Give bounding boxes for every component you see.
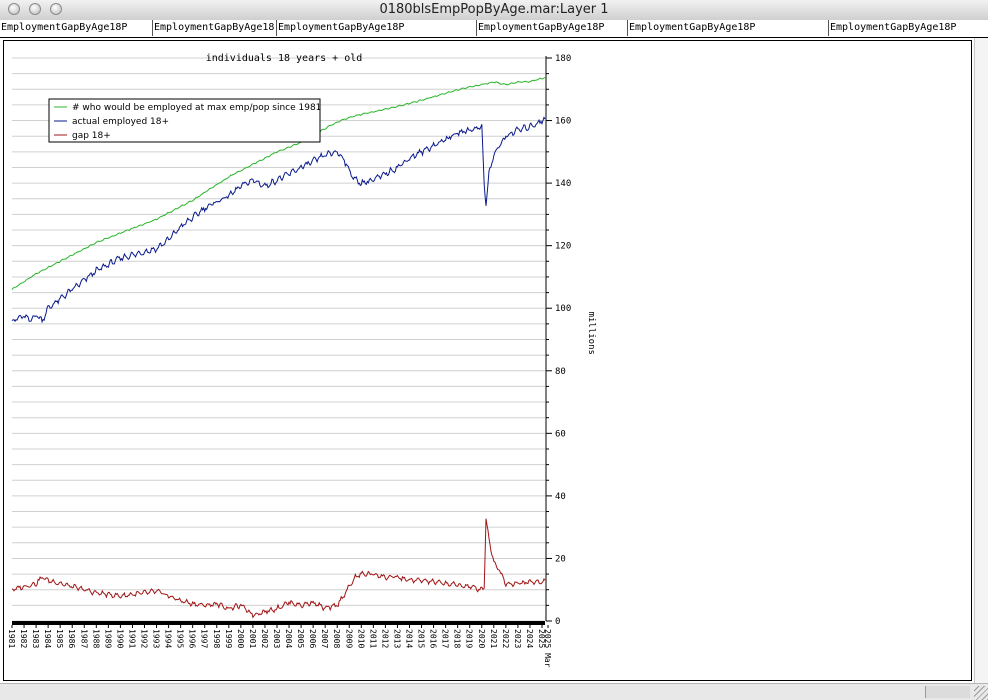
- status-bar: [0, 683, 988, 700]
- x-tick-label: 1990: [115, 629, 124, 648]
- window-title: 0180blsEmpPopByAge.mar:Layer 1: [379, 2, 609, 17]
- x-tick-label: 1985: [55, 629, 64, 648]
- x-tick-label: 1993: [152, 629, 161, 648]
- x-tick-label: 1986: [67, 629, 76, 648]
- y-tick-label: 0: [555, 617, 560, 627]
- series-header-cell[interactable]: EmploymentGapByAge18: [152, 20, 276, 36]
- x-tick-label: 1992: [139, 629, 148, 648]
- y-tick-label: 80: [555, 367, 566, 377]
- x-tick-label: 2017: [441, 629, 450, 648]
- x-tick-label: 2012: [380, 629, 389, 648]
- x-tick-label: 1982: [19, 629, 28, 648]
- x-tick-label: 2011: [368, 629, 377, 648]
- x-tick-label: 2013: [392, 629, 401, 648]
- x-tick-label: 2000: [236, 629, 245, 648]
- x-tick-label: 1987: [79, 629, 88, 648]
- x-tick-label: 2006: [308, 629, 317, 648]
- x-tick-label: 1984: [43, 629, 52, 648]
- legend: # who would be employed at max emp/pop s…: [48, 98, 321, 143]
- x-tick-label: 2014: [404, 629, 413, 648]
- x-tick-label: 2003: [272, 629, 281, 648]
- x-axis: 1981 1982 1983 1984 1985 1986 1987 1988 1989 1990…: [7, 621, 552, 668]
- x-tick-label: 2018: [453, 629, 462, 648]
- chart-title: individuals 18 years + old: [206, 53, 363, 64]
- close-window-icon[interactable]: [8, 3, 20, 15]
- y-tick-label: 120: [555, 242, 571, 252]
- minimize-window-icon[interactable]: [29, 3, 41, 15]
- x-tick-label: 1999: [224, 629, 233, 648]
- series-header-cell[interactable]: EmploymentGapByAge18P: [476, 20, 627, 36]
- y-tick-label: 40: [555, 492, 566, 502]
- series-header-cell[interactable]: EmploymentGapByAge18P: [1, 22, 128, 33]
- x-tick-label: 2007: [320, 629, 329, 648]
- chart-frame: 0 20 40 60 80 100 120 140 160 180 1981 1982 1983 198…: [3, 40, 972, 681]
- x-tick-label: 1997: [200, 629, 209, 648]
- x-tick-label: 2020: [477, 629, 486, 648]
- x-tick-label: 2021: [489, 629, 498, 648]
- legend-entry: gap 18+: [72, 131, 111, 141]
- x-tick-label: 2010: [356, 629, 365, 648]
- series-line: [11, 76, 546, 290]
- series-header-cell[interactable]: EmploymentGapByAge18P: [276, 20, 476, 36]
- x-tick-label: 1991: [127, 629, 136, 648]
- plot-area: [11, 76, 546, 619]
- y-axis-label: millions: [586, 312, 596, 355]
- x-tick-label: 2001: [248, 629, 257, 648]
- series-header-cell[interactable]: EmploymentGapByAge18P: [627, 20, 828, 36]
- x-tick-label: 1995: [176, 629, 185, 648]
- legend-entry: # who would be employed at max emp/pop s…: [72, 103, 321, 113]
- vertical-scrollbar[interactable]: [974, 38, 988, 683]
- series-header-cell[interactable]: EmploymentGapByAge18P: [828, 20, 974, 36]
- x-tick-label: 2009: [344, 629, 353, 648]
- y-tick-label: 180: [555, 54, 571, 64]
- x-tick-label: 2004: [284, 629, 293, 648]
- series-line: [11, 116, 546, 324]
- gridlines: [12, 57, 545, 622]
- x-tick-label: 2002: [260, 629, 269, 648]
- y-tick-label: 160: [555, 117, 571, 127]
- x-tick-label: 1989: [103, 629, 112, 648]
- x-tick-label: 2016: [429, 629, 438, 648]
- x-tick-label: 1983: [31, 629, 40, 648]
- x-tick-label: 1998: [212, 629, 221, 648]
- window-titlebar: 0180blsEmpPopByAge.mar:Layer 1: [0, 0, 988, 21]
- x-tick-label: 1994: [164, 629, 173, 648]
- x-tick-label: 1996: [188, 629, 197, 648]
- x-tick-label: 2025: [537, 629, 546, 648]
- series-line: [11, 518, 546, 619]
- y-tick-label: 100: [555, 304, 571, 314]
- x-tick-label: 2019: [465, 629, 474, 648]
- y-tick-label: 60: [555, 429, 566, 439]
- y-axis: 0 20 40 60 80 100 120 140 160 180: [545, 54, 571, 627]
- resize-grip-icon[interactable]: [974, 686, 988, 700]
- x-tick-label: 2025 Mar: [543, 629, 552, 668]
- legend-entry: actual employed 18+: [72, 117, 169, 127]
- x-tick-label: 2022: [501, 629, 510, 648]
- x-axis-line: [12, 621, 545, 625]
- horizontal-scroll-control[interactable]: [925, 686, 970, 698]
- y-tick-label: 20: [555, 554, 566, 564]
- x-tick-label: 2023: [513, 629, 522, 648]
- y-tick-label: 140: [555, 179, 571, 189]
- legend-box: [48, 98, 321, 143]
- x-tick-label: 1981: [7, 629, 16, 648]
- x-tick-label: 2005: [296, 629, 305, 648]
- zoom-window-icon[interactable]: [50, 3, 62, 15]
- x-tick-label: 2015: [417, 629, 426, 648]
- x-tick-label: 1988: [91, 629, 100, 648]
- x-tick-label: 2008: [332, 629, 341, 648]
- x-tick-label: 2024: [525, 629, 534, 648]
- series-header-row: EmploymentGapByAge18P EmploymentGapByAge…: [0, 20, 988, 38]
